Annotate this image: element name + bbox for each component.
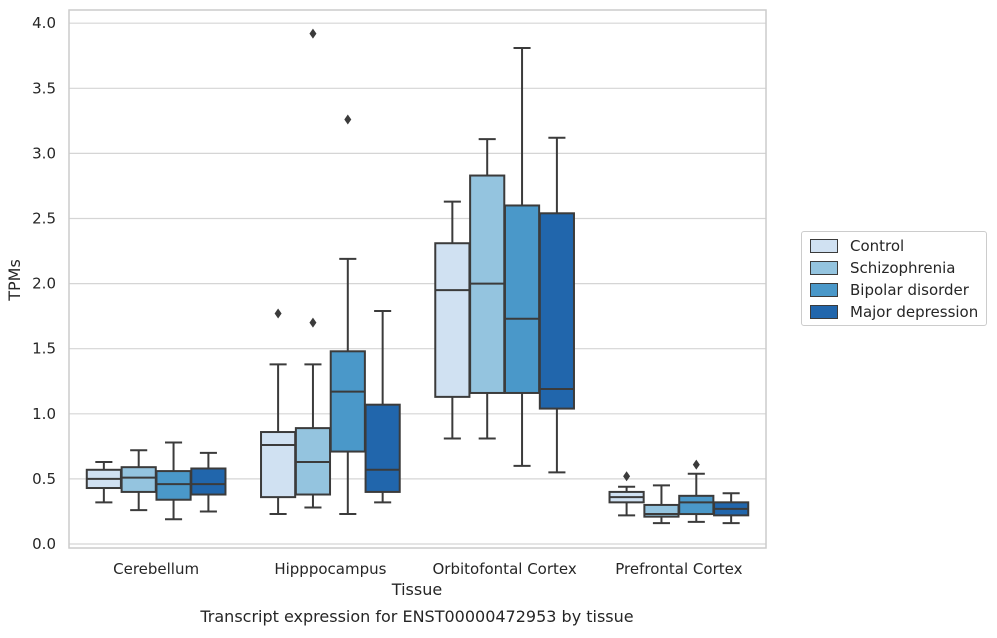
box-iqr xyxy=(434,242,471,398)
legend-label-bipolar-disorder: Bipolar disorder xyxy=(850,281,969,299)
box-element xyxy=(643,484,680,525)
box-iqr xyxy=(155,470,192,501)
y-tick-label: 3.0 xyxy=(32,144,56,162)
y-tick-label: 4.0 xyxy=(32,14,56,32)
x-axis-title: Tissue xyxy=(391,580,442,599)
y-tick-label: 0.5 xyxy=(32,470,56,488)
box-element xyxy=(608,471,645,517)
box-element xyxy=(85,460,122,504)
legend-swatch-major-depression xyxy=(810,305,838,319)
x-tick-label: Prefrontal Cortex xyxy=(615,560,742,578)
legend-label-control: Control xyxy=(850,237,905,255)
outlier-point xyxy=(274,308,282,319)
legend-label-schizophrenia: Schizophrenia xyxy=(850,259,956,277)
y-tick-label: 2.5 xyxy=(32,210,56,228)
box-iqr xyxy=(190,467,227,496)
legend-swatch-bipolar-disorder xyxy=(810,283,838,297)
plot-frame xyxy=(68,9,767,549)
x-tick-label: Cerebellum xyxy=(113,560,199,578)
box-iqr xyxy=(538,212,575,410)
legend-swatch-control xyxy=(810,239,838,253)
box-element xyxy=(155,441,192,521)
legend-label-major-depression: Major depression xyxy=(850,303,979,321)
box-element xyxy=(120,449,157,512)
box-element xyxy=(329,114,366,516)
box-iqr xyxy=(120,466,157,493)
outlier-point xyxy=(623,471,631,482)
legend: Control Schizophrenia Bipolar disorder M… xyxy=(801,231,987,326)
outlier-point xyxy=(344,114,352,125)
legend-swatch-schizophrenia xyxy=(810,261,838,275)
box-iqr xyxy=(364,403,401,493)
box-element xyxy=(503,46,541,467)
box-iqr xyxy=(678,494,715,516)
box-element xyxy=(538,136,575,474)
y-tick-label: 1.0 xyxy=(32,405,56,423)
box-element xyxy=(294,28,332,509)
legend-item-control: Control xyxy=(810,237,904,255)
box-iqr xyxy=(503,204,541,394)
x-tick-label: Orbitofontal Cortex xyxy=(433,560,577,578)
box-iqr xyxy=(260,431,297,499)
legend-item-bipolar-disorder: Bipolar disorder xyxy=(810,281,969,299)
y-tick-label: 3.5 xyxy=(32,79,56,97)
box-element xyxy=(713,492,750,525)
box-element xyxy=(260,308,297,516)
y-tick-label: 1.5 xyxy=(32,340,56,358)
outlier-point xyxy=(692,459,700,470)
legend-item-schizophrenia: Schizophrenia xyxy=(810,259,955,277)
y-axis-title: TPMs xyxy=(5,259,24,302)
y-tick-label: 0.0 xyxy=(32,535,56,553)
box-element xyxy=(364,309,401,504)
box-element xyxy=(434,200,471,440)
outlier-point xyxy=(309,317,317,328)
legend-item-major-depression: Major depression xyxy=(810,303,978,321)
chart-caption: Transcript expression for ENST0000047295… xyxy=(199,607,633,626)
outlier-point xyxy=(309,28,317,39)
y-tick-label: 2.0 xyxy=(32,275,56,293)
x-tick-label: Hipppocampus xyxy=(274,560,386,578)
box-element xyxy=(469,138,506,440)
box-element xyxy=(678,459,715,523)
box-iqr xyxy=(329,350,366,453)
box-element xyxy=(190,451,227,513)
